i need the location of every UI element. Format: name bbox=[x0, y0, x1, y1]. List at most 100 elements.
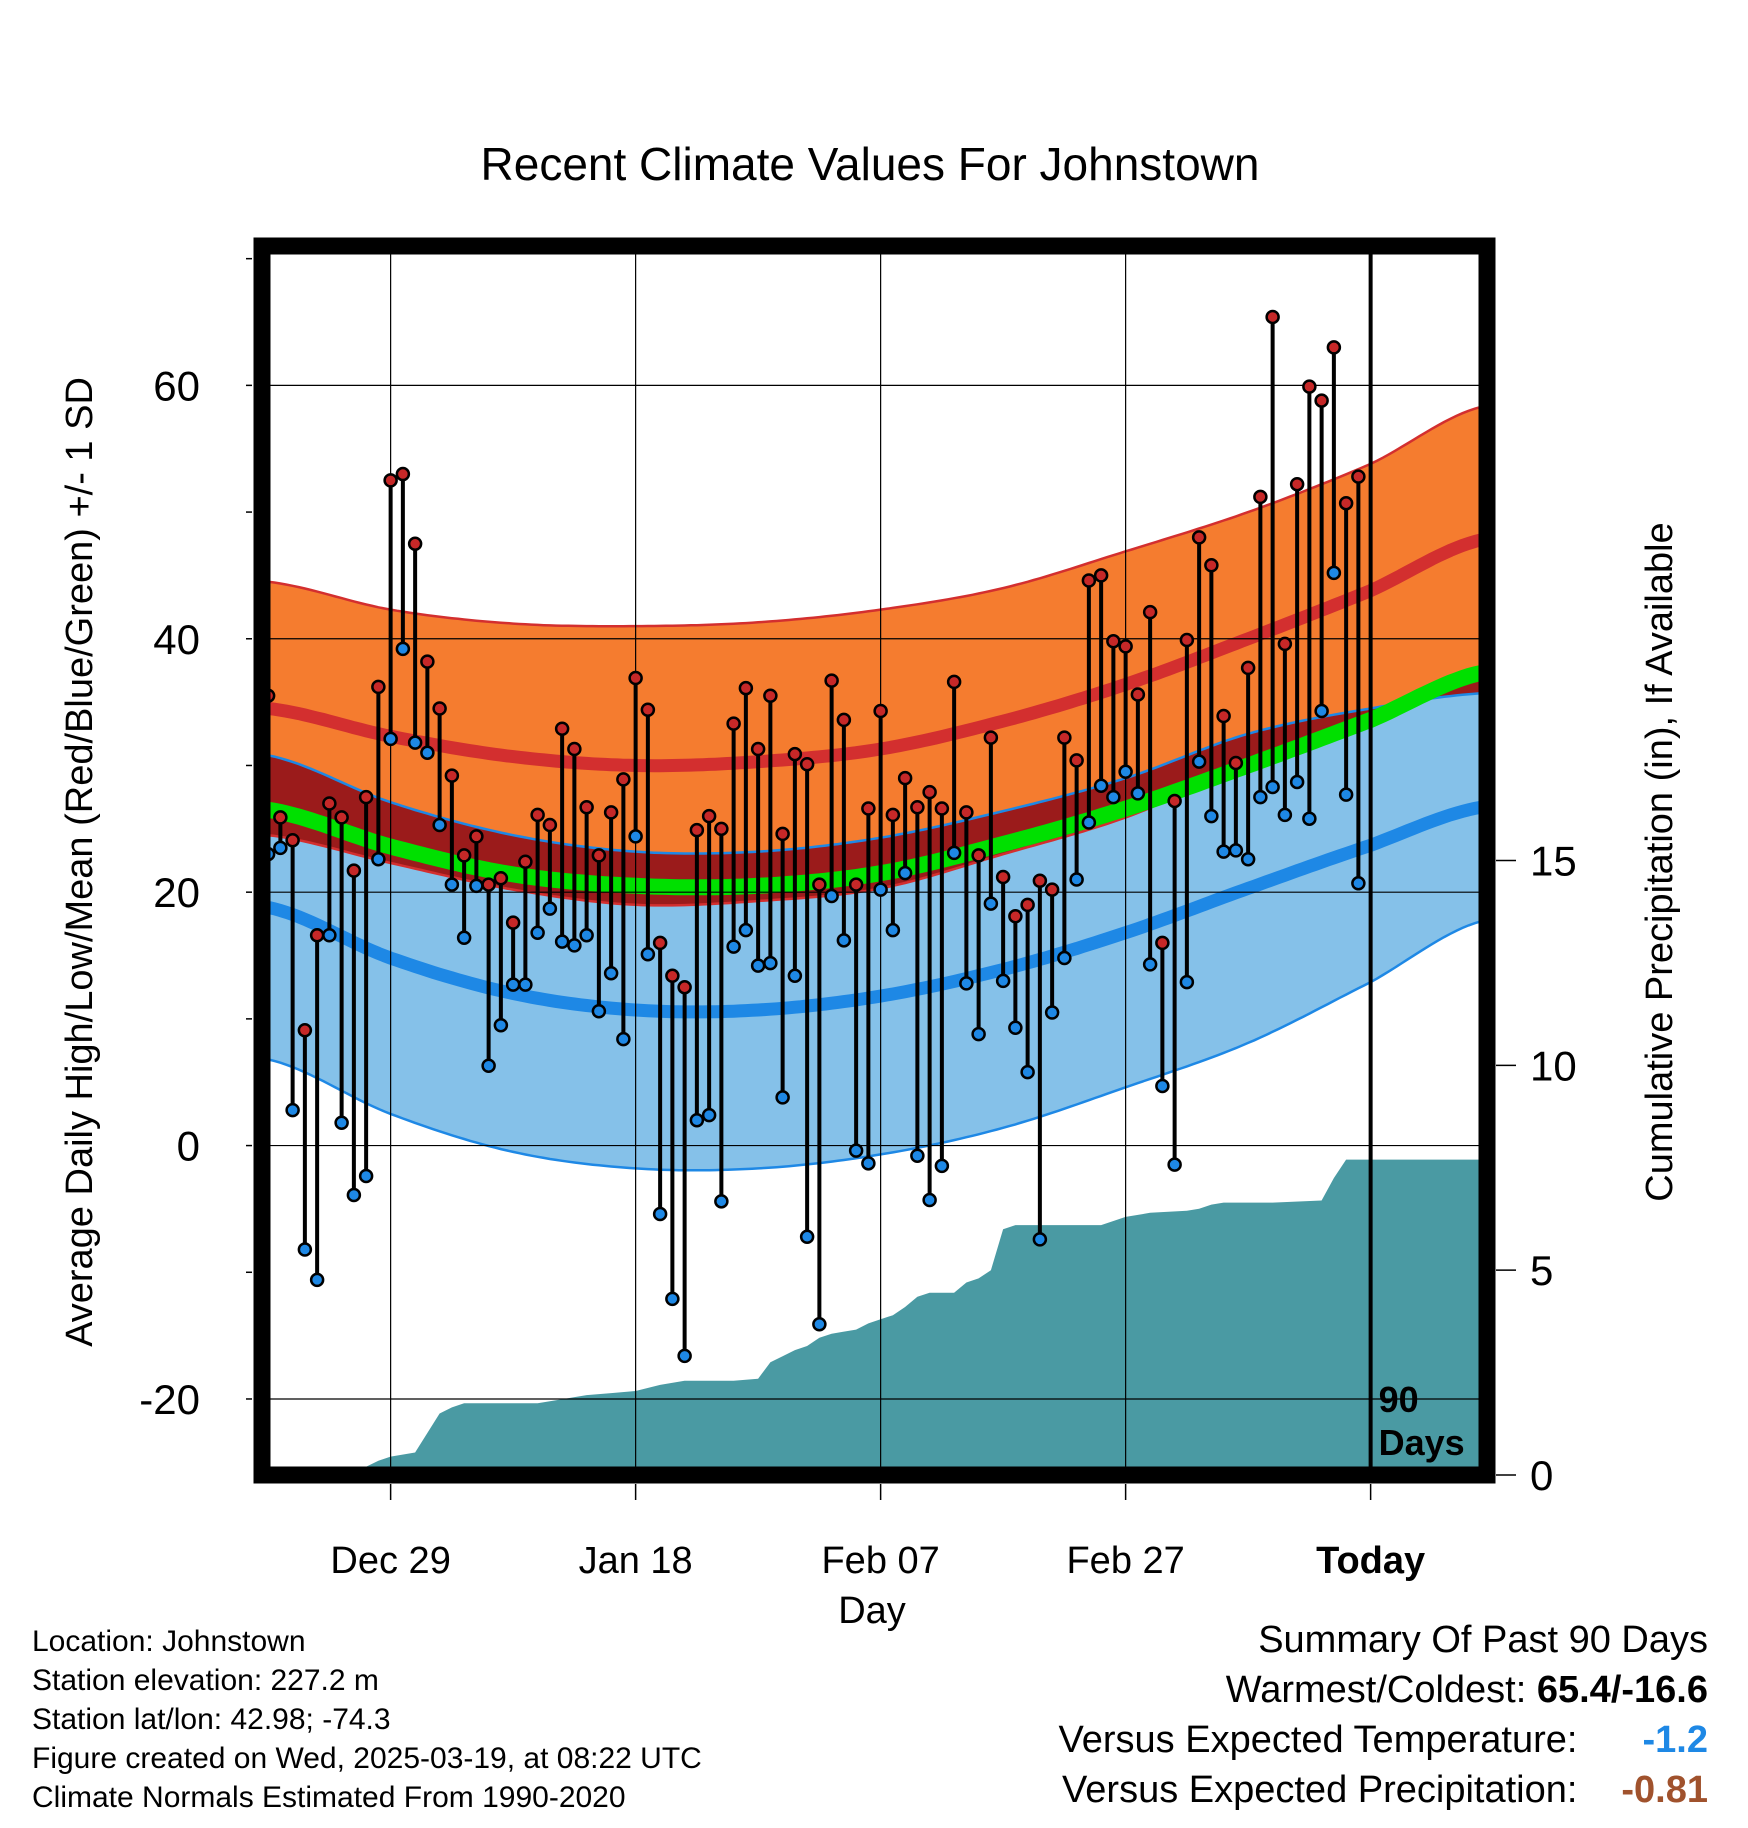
high-point bbox=[481, 877, 496, 892]
x-tick-label: Jan 18 bbox=[579, 1540, 693, 1582]
high-point bbox=[995, 869, 1011, 885]
high-point bbox=[1106, 634, 1121, 649]
elevation-text: Station elevation: 227.2 m bbox=[32, 1664, 379, 1697]
low-point bbox=[505, 977, 521, 992]
high-point bbox=[1142, 604, 1158, 620]
low-point bbox=[481, 1058, 496, 1074]
high-point bbox=[383, 473, 398, 488]
high-point bbox=[714, 821, 729, 837]
low-point bbox=[959, 976, 974, 991]
precip-label: Versus Expected Precipitation: bbox=[1062, 1769, 1578, 1811]
low-point bbox=[591, 1004, 607, 1019]
high-point bbox=[1289, 476, 1305, 492]
high-point bbox=[628, 670, 643, 686]
low-point bbox=[763, 955, 778, 971]
high-point bbox=[1093, 568, 1109, 583]
high-point bbox=[1302, 379, 1317, 394]
low-point bbox=[689, 1112, 705, 1128]
y2-axis-label: Cumulative Precipitation (in), If Availa… bbox=[1639, 522, 1681, 1201]
low-point bbox=[1179, 974, 1195, 990]
chart-title: Recent Climate Values For Johnstown bbox=[481, 138, 1260, 190]
high-point bbox=[922, 784, 937, 800]
latlon-text: Station lat/lon: 42.98; -74.3 bbox=[32, 1703, 391, 1736]
low-point bbox=[1314, 703, 1329, 719]
high-point bbox=[824, 673, 839, 688]
station-info: Location: Johnstown Station elevation: 2… bbox=[32, 1622, 702, 1817]
low-upper-edge bbox=[267, 692, 1481, 855]
high-point bbox=[407, 536, 423, 551]
low-point bbox=[383, 731, 398, 747]
today-days-label-2: Days bbox=[1379, 1422, 1465, 1463]
low-point bbox=[407, 735, 423, 750]
low-point bbox=[1118, 764, 1133, 780]
high-point bbox=[652, 935, 668, 951]
high-point bbox=[542, 817, 558, 833]
high-point bbox=[799, 756, 815, 772]
low-point bbox=[652, 1206, 668, 1222]
low-point bbox=[371, 851, 386, 867]
high-point bbox=[1191, 530, 1207, 545]
low-point bbox=[1044, 1005, 1060, 1020]
low-point bbox=[603, 966, 619, 981]
high-point bbox=[1351, 469, 1366, 484]
high-point bbox=[775, 826, 790, 842]
x-tick-label: Feb 07 bbox=[821, 1540, 939, 1582]
low-point bbox=[395, 641, 411, 657]
high-point bbox=[787, 746, 803, 762]
low-point bbox=[469, 878, 484, 894]
low-point bbox=[1057, 950, 1072, 966]
high-point bbox=[1008, 908, 1023, 924]
low-normal-line bbox=[266, 800, 1483, 1019]
axes: 60 40 20 0 -20 15 10 5 0 Dec 29 Jan 18 Feb 07 Feb 27… bbox=[139, 237, 1577, 1582]
high-point bbox=[444, 768, 460, 783]
low-point bbox=[1253, 789, 1268, 805]
low-point bbox=[824, 888, 839, 904]
high-point bbox=[861, 801, 876, 816]
high-point bbox=[469, 829, 484, 844]
low-point bbox=[726, 939, 741, 954]
high-point bbox=[934, 801, 950, 816]
x-tick-label: Today bbox=[1316, 1540, 1425, 1582]
high-point bbox=[665, 968, 680, 984]
warm-cold-label: Warmest/Coldest: bbox=[1225, 1669, 1527, 1711]
high-point bbox=[297, 1023, 313, 1038]
high-point bbox=[395, 466, 411, 482]
precip-area bbox=[262, 1159, 1487, 1475]
high-point bbox=[873, 703, 888, 719]
low-point bbox=[971, 1026, 986, 1042]
low-point bbox=[1069, 872, 1084, 887]
high-point bbox=[1338, 495, 1354, 511]
high-point bbox=[322, 796, 337, 811]
low-point bbox=[616, 1031, 631, 1047]
high-point bbox=[1118, 639, 1133, 654]
low-point bbox=[1032, 1232, 1048, 1247]
low-sd-band bbox=[268, 693, 1481, 1171]
high-point bbox=[701, 808, 717, 824]
low-point bbox=[297, 1242, 313, 1257]
high-point bbox=[591, 848, 607, 863]
low-point bbox=[1228, 843, 1244, 858]
low-point bbox=[518, 977, 533, 992]
high-point bbox=[946, 674, 962, 690]
high-point bbox=[456, 848, 472, 863]
high-point bbox=[1155, 935, 1170, 951]
high-point bbox=[738, 680, 754, 696]
high-point bbox=[530, 807, 545, 823]
high-point bbox=[1130, 687, 1146, 702]
y2-tick-label: 5 bbox=[1530, 1247, 1553, 1294]
high-point bbox=[1314, 393, 1329, 408]
high-point bbox=[1167, 793, 1182, 809]
high-point bbox=[273, 810, 288, 825]
low-point bbox=[640, 947, 656, 962]
low-point bbox=[1167, 1157, 1182, 1172]
high-point bbox=[432, 701, 447, 716]
low-point bbox=[1020, 1064, 1035, 1080]
high-point bbox=[358, 789, 374, 805]
temp-label: Versus Expected Temperature: bbox=[1058, 1719, 1578, 1761]
low-lower-edge bbox=[267, 920, 1482, 1172]
low-point bbox=[738, 922, 754, 938]
warm-cold-row: Warmest/Coldest: 65.4/-16.6 bbox=[1059, 1665, 1708, 1715]
high-point bbox=[371, 679, 386, 695]
y2-tick-label: 15 bbox=[1530, 838, 1577, 885]
